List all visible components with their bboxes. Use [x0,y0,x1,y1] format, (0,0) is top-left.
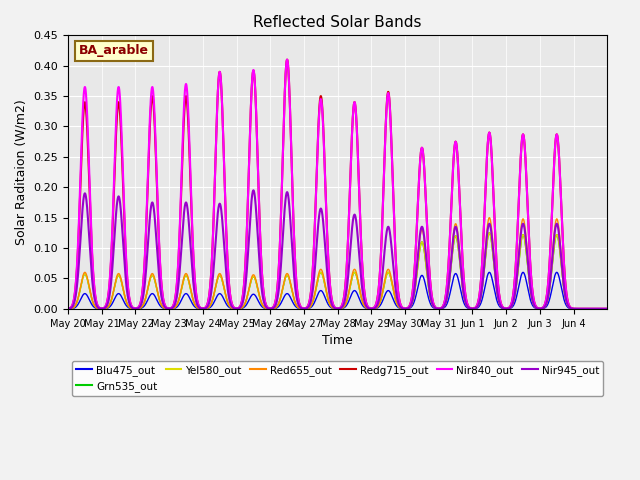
Redg715_out [413,221,421,227]
Nir840_out [64,306,72,312]
X-axis label: Time: Time [323,334,353,347]
Red655_out [604,306,611,312]
Nir945_out [157,290,164,296]
Grn535_out [157,301,164,307]
Nir840_out [157,274,164,279]
Redg715_out [479,255,486,261]
Red655_out [157,301,164,307]
Yel580_out [486,232,494,238]
Red655_out [413,266,420,272]
Blu475_out [413,289,420,295]
Nir840_out [413,221,421,227]
Yel580_out [604,306,611,312]
Blu475_out [424,292,431,298]
Blu475_out [479,296,486,302]
Line: Grn535_out: Grn535_out [68,233,607,309]
Yel580_out [486,230,493,236]
Nir840_out [284,57,291,62]
Nir945_out [413,263,421,268]
Redg715_out [604,306,611,312]
Blu475_out [157,304,164,310]
Redg715_out [486,135,494,141]
Grn535_out [413,272,420,278]
Blu475_out [486,270,494,276]
Nir840_out [486,135,494,141]
Yel580_out [157,301,164,307]
Grn535_out [479,285,486,291]
Red655_out [486,217,494,223]
Text: BA_arable: BA_arable [79,45,149,58]
Redg715_out [64,306,72,312]
Nir840_out [424,240,431,246]
Y-axis label: Solar Raditaion (W/m2): Solar Raditaion (W/m2) [15,99,28,245]
Yel580_out [64,306,72,312]
Grn535_out [486,230,493,236]
Blu475_out [604,306,611,312]
Nir840_out [479,255,486,261]
Line: Yel580_out: Yel580_out [68,233,607,309]
Line: Redg715_out: Redg715_out [68,60,607,309]
Nir945_out [486,224,494,229]
Redg715_out [424,240,431,246]
Grn535_out [424,277,431,283]
Blu475_out [64,306,72,312]
Redg715_out [157,275,164,281]
Blu475_out [553,269,561,275]
Line: Red655_out: Red655_out [68,217,607,309]
Nir840_out [604,306,611,312]
Nir945_out [479,281,486,287]
Grn535_out [64,306,72,312]
Yel580_out [424,277,431,283]
Grn535_out [486,232,494,238]
Red655_out [486,215,493,220]
Red655_out [463,302,470,308]
Nir945_out [64,306,72,312]
Red655_out [479,281,486,287]
Nir945_out [463,302,470,308]
Yel580_out [479,285,486,291]
Nir945_out [424,272,431,278]
Yel580_out [413,272,420,278]
Nir840_out [463,299,470,305]
Title: Reflected Solar Bands: Reflected Solar Bands [253,15,422,30]
Redg715_out [463,299,470,305]
Grn535_out [604,306,611,312]
Nir945_out [250,187,257,193]
Blu475_out [463,304,470,310]
Line: Blu475_out: Blu475_out [68,272,607,309]
Line: Nir840_out: Nir840_out [68,60,607,309]
Grn535_out [463,303,470,309]
Line: Nir945_out: Nir945_out [68,190,607,309]
Legend: Blu475_out, Grn535_out, Yel580_out, Red655_out, Redg715_out, Nir840_out, Nir945_: Blu475_out, Grn535_out, Yel580_out, Red6… [72,360,604,396]
Red655_out [424,272,431,278]
Yel580_out [463,303,470,309]
Redg715_out [284,57,291,62]
Nir945_out [604,306,611,312]
Red655_out [64,306,72,312]
